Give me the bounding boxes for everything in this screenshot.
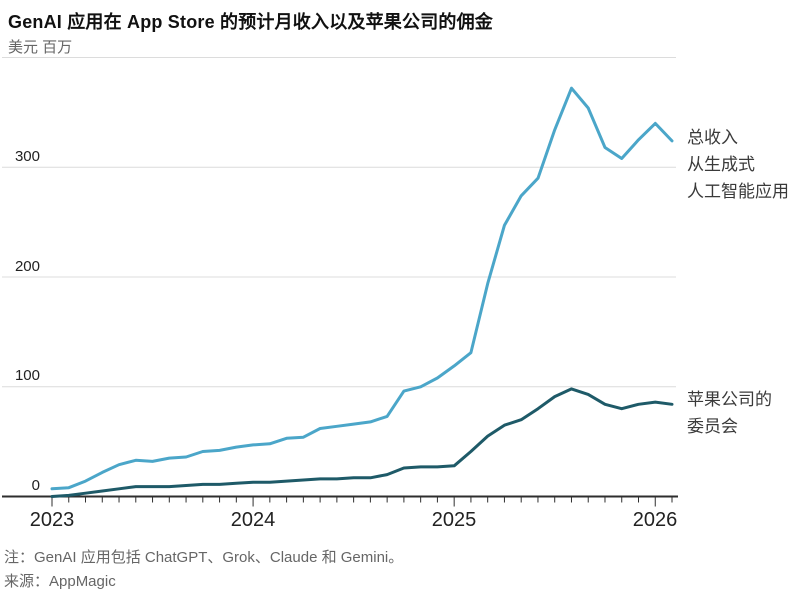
y-axis-unit-label: 美元 百万 — [8, 39, 73, 56]
x-axis-tick-label: 2024 — [230, 509, 276, 531]
series-label-apple-commission: 苹果公司的 委员会 — [687, 386, 772, 440]
series-label-line: 委员会 — [687, 417, 738, 436]
source-text: 来源：AppMagic — [4, 573, 116, 590]
y-axis-tick-label: 0 — [31, 477, 40, 494]
note-text: 注：GenAI 应用包括 ChatGPT、Grok、Claude 和 Gemin… — [4, 549, 404, 566]
series-label-line: 从生成式 — [687, 155, 755, 174]
y-axis-tick-label: 300 — [14, 148, 40, 165]
series-label-line: 苹果公司的 — [687, 390, 772, 409]
x-axis-tick-label: 2025 — [431, 509, 477, 531]
series-label-line: 总收入 — [687, 128, 738, 147]
page-title: GenAI 应用在 App Store 的预计月收入以及苹果公司的佣金 — [8, 12, 494, 32]
series-label-total-revenue: 总收入 从生成式 人工智能应用 — [687, 124, 789, 205]
y-axis-tick-label: 100 — [14, 367, 40, 384]
y-axis-tick-label: 200 — [14, 258, 40, 275]
x-axis-tick-label: 2023 — [29, 509, 75, 531]
x-axis-tick-label: 2026 — [632, 509, 678, 531]
series-label-line: 人工智能应用 — [687, 182, 789, 201]
